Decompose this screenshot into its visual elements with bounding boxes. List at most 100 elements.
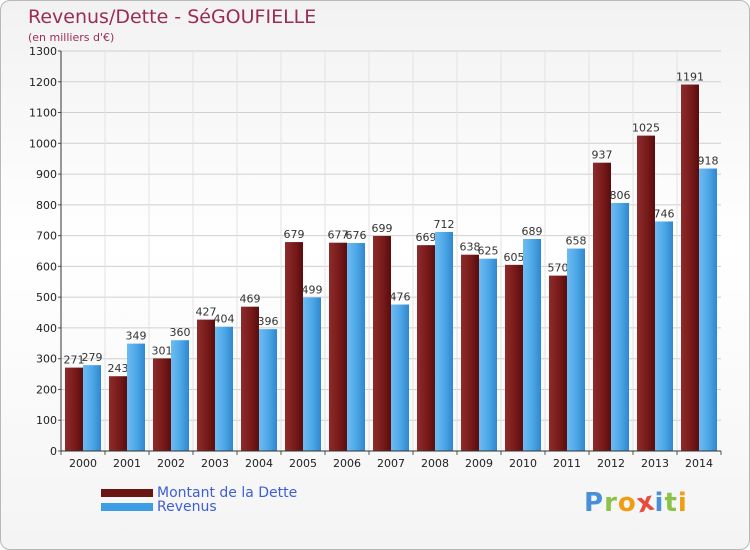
legend-label-dette: Montant de la Dette bbox=[157, 485, 298, 501]
x-tick-label: 2012 bbox=[597, 457, 625, 470]
bar-dette bbox=[681, 84, 699, 452]
y-tick-label: 1200 bbox=[29, 76, 57, 89]
bar-revenus bbox=[215, 326, 233, 451]
data-label-revenus: 625 bbox=[478, 245, 499, 258]
bar-revenus bbox=[259, 329, 277, 451]
y-tick-label: 1300 bbox=[29, 45, 57, 58]
y-tick-label: 500 bbox=[36, 291, 57, 304]
bar-dette bbox=[285, 242, 303, 451]
x-tick-label: 2005 bbox=[289, 457, 317, 470]
legend-swatch-dette bbox=[101, 489, 153, 497]
data-label-revenus: 918 bbox=[698, 155, 719, 168]
data-label-revenus: 712 bbox=[434, 218, 455, 231]
y-tick-label: 200 bbox=[36, 383, 57, 396]
data-label-dette: 605 bbox=[504, 251, 525, 264]
data-label-revenus: 396 bbox=[258, 315, 279, 328]
data-label-revenus: 806 bbox=[610, 189, 631, 202]
bar-dette bbox=[65, 367, 83, 451]
y-tick-label: 800 bbox=[36, 199, 57, 212]
logo-letter: r bbox=[604, 488, 618, 518]
chart-subtitle: (en milliers d'€) bbox=[28, 31, 115, 44]
bar-dette bbox=[505, 264, 523, 451]
y-tick-label: 100 bbox=[36, 414, 57, 427]
bar-revenus bbox=[699, 168, 717, 452]
bar-revenus bbox=[391, 304, 409, 451]
bar-revenus bbox=[347, 243, 365, 451]
bar-dette bbox=[549, 275, 567, 451]
data-label-dette: 271 bbox=[64, 354, 85, 367]
y-tick-label: 900 bbox=[36, 168, 57, 181]
bar-dette bbox=[461, 254, 479, 451]
y-tick-label: 700 bbox=[36, 230, 57, 243]
data-label-revenus: 746 bbox=[654, 207, 675, 220]
x-tick-label: 2009 bbox=[465, 457, 493, 470]
legend-swatch-revenus bbox=[101, 503, 153, 511]
x-tick-label: 2008 bbox=[421, 457, 449, 470]
y-tick-label: 1000 bbox=[29, 137, 57, 150]
data-label-dette: 677 bbox=[328, 229, 349, 242]
x-tick-label: 2001 bbox=[113, 457, 141, 470]
data-label-revenus: 676 bbox=[346, 229, 367, 242]
x-tick-label: 2000 bbox=[69, 457, 97, 470]
data-label-revenus: 349 bbox=[126, 330, 147, 343]
data-label-dette: 679 bbox=[284, 228, 305, 241]
bar-revenus bbox=[127, 343, 145, 451]
proxiti-logo: Proxiti bbox=[584, 486, 688, 519]
x-tick-label: 2007 bbox=[377, 457, 405, 470]
x-tick-label: 2006 bbox=[333, 457, 361, 470]
x-tick-label: 2003 bbox=[201, 457, 229, 470]
bar-dette bbox=[637, 135, 655, 451]
bar-dette bbox=[153, 358, 171, 451]
data-label-revenus: 499 bbox=[302, 283, 323, 296]
legend-label-revenus: Revenus bbox=[157, 499, 217, 515]
x-tick-label: 2011 bbox=[553, 457, 581, 470]
bar-revenus bbox=[655, 221, 673, 451]
data-label-dette: 243 bbox=[108, 362, 129, 375]
data-label-revenus: 689 bbox=[522, 225, 543, 238]
bar-revenus bbox=[83, 365, 101, 451]
data-label-dette: 570 bbox=[548, 262, 569, 275]
bar-revenus bbox=[479, 258, 497, 451]
bar-dette bbox=[241, 306, 259, 451]
logo-letter: t bbox=[664, 488, 678, 518]
x-tick-label: 2014 bbox=[685, 457, 713, 470]
data-label-dette: 427 bbox=[196, 306, 217, 319]
bar-revenus bbox=[435, 231, 453, 451]
bar-dette bbox=[593, 162, 611, 451]
logo-letter: o bbox=[617, 488, 637, 518]
bar-revenus bbox=[303, 297, 321, 451]
data-label-dette: 1191 bbox=[676, 71, 704, 84]
data-label-revenus: 279 bbox=[82, 351, 103, 364]
data-label-revenus: 360 bbox=[170, 326, 191, 339]
data-label-revenus: 658 bbox=[566, 235, 587, 248]
bar-dette bbox=[373, 235, 391, 451]
data-label-dette: 937 bbox=[592, 149, 613, 162]
data-label-dette: 638 bbox=[460, 241, 481, 254]
x-tick-label: 2013 bbox=[641, 457, 669, 470]
y-tick-label: 1100 bbox=[29, 107, 57, 120]
bar-dette bbox=[197, 319, 215, 451]
bar-revenus bbox=[611, 203, 629, 451]
bar-dette bbox=[329, 242, 347, 451]
y-tick-label: 600 bbox=[36, 260, 57, 273]
data-label-dette: 469 bbox=[240, 293, 261, 306]
y-tick-label: 300 bbox=[36, 353, 57, 366]
y-tick-label: 400 bbox=[36, 322, 57, 335]
bar-revenus bbox=[523, 239, 541, 451]
bar-revenus bbox=[171, 340, 189, 451]
bar-dette bbox=[417, 245, 435, 451]
data-label-dette: 699 bbox=[372, 222, 393, 235]
x-tick-label: 2010 bbox=[509, 457, 537, 470]
data-label-dette: 301 bbox=[152, 344, 173, 357]
logo-letter: P bbox=[584, 488, 605, 518]
bar-dette bbox=[109, 376, 127, 451]
logo-letter: i bbox=[677, 488, 688, 518]
data-label-revenus: 404 bbox=[214, 313, 235, 326]
chart-title: Revenus/Dette - SéGOUFIELLE bbox=[28, 6, 317, 28]
x-tick-label: 2004 bbox=[245, 457, 273, 470]
y-tick-label: 0 bbox=[50, 445, 57, 458]
data-label-dette: 669 bbox=[416, 231, 437, 244]
bar-revenus bbox=[567, 248, 585, 451]
